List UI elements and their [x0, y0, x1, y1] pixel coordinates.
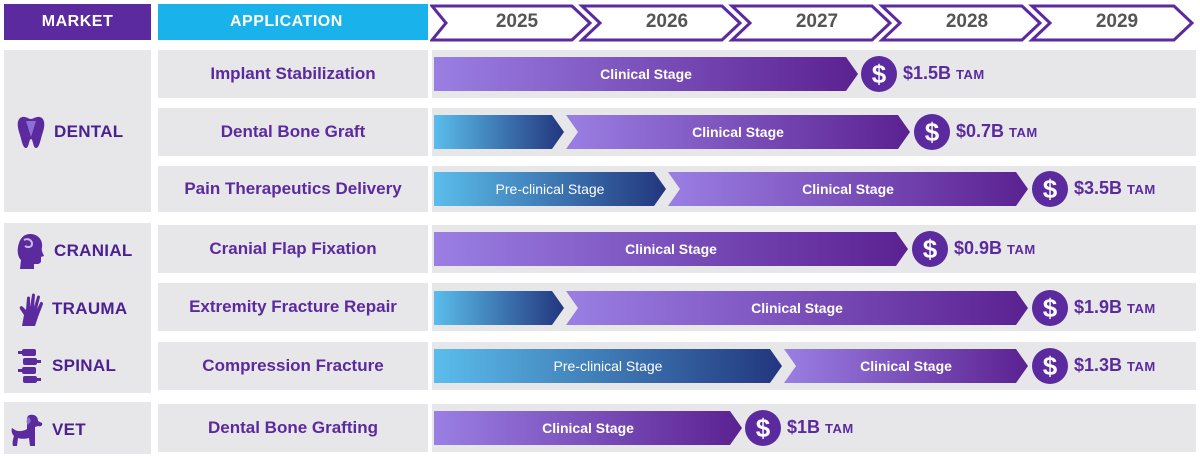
market-trauma: TRAUMA [16, 290, 127, 328]
year-label-2026: 2026 [645, 11, 689, 32]
market-spinal: SPINAL [16, 346, 116, 386]
market-label: VET [52, 420, 86, 439]
tam-amount: $1.3B [1074, 355, 1123, 375]
application-label: Dental Bone Graft [220, 122, 366, 141]
dollar-icon: $ [1032, 348, 1068, 384]
clinical-stage-arrow [566, 115, 910, 149]
tam-value: $0.7B TAM [956, 121, 1038, 142]
market-cranial: CRANIAL [16, 231, 133, 271]
dollar-icon: $ [745, 410, 781, 446]
tam-value: $0.9B TAM [954, 238, 1036, 259]
clinical-stage-arrow [434, 232, 908, 266]
year-label-2028: 2028 [945, 11, 989, 32]
application-row-extremity-fracture-repair: Extremity Fracture Repair [158, 283, 428, 331]
preclinical-stage-label: Pre-clinical Stage [553, 358, 663, 374]
preclinical-stage-arrow [434, 172, 666, 206]
clinical-stage-label: Clinical Stage [600, 66, 692, 82]
application-label: Pain Therapeutics Delivery [184, 179, 402, 198]
clinical-stage-label: Clinical Stage [692, 124, 784, 140]
preclinical-stage-label: Pre-clinical Stage [495, 181, 605, 197]
tam-unit: TAM [956, 67, 985, 82]
year-chevron [1028, 4, 1195, 42]
application-label: Dental Bone Grafting [207, 418, 378, 437]
tam-value: $1.9B TAM [1074, 297, 1156, 318]
tam-amount: $1.5B [903, 63, 952, 83]
tam-unit: TAM [825, 421, 854, 436]
clinical-stage-label: Clinical Stage [802, 181, 894, 197]
market-vet: VET [10, 410, 86, 450]
market-label: SPINAL [52, 356, 117, 375]
clinical-stage-label: Clinical Stage [542, 420, 634, 436]
clinical-stage-label: Clinical Stage [860, 358, 952, 374]
tam-amount: $0.7B [956, 121, 1005, 141]
tam-amount: $3.5B [1074, 178, 1123, 198]
application-label: Cranial Flap Fixation [209, 239, 377, 258]
year-label-2029: 2029 [1095, 11, 1139, 32]
year-label-2027: 2027 [795, 11, 839, 32]
market-label: DENTAL [54, 122, 124, 141]
application-header-label: APPLICATION [230, 13, 343, 30]
dollar-icon: $ [1032, 290, 1068, 326]
year-chevron [878, 4, 1043, 42]
dollar-icon: $ [861, 56, 897, 92]
market-label: CRANIAL [54, 241, 133, 260]
clinical-stage-label: Clinical Stage [625, 241, 717, 257]
tam-unit: TAM [1009, 125, 1038, 140]
tam-value: $1.3B TAM [1074, 355, 1156, 376]
clinical-stage-arrow [434, 411, 742, 445]
dollar-icon: $ [1032, 171, 1068, 207]
tam-value: $1B TAM [787, 417, 854, 438]
tam-amount: $1.9B [1074, 297, 1123, 317]
dollar-icon: $ [914, 114, 950, 150]
year-chevron [578, 4, 743, 42]
clinical-stage-arrow [566, 291, 1028, 325]
tam-amount: $1B [787, 417, 821, 437]
market-dental: DENTAL [16, 114, 123, 150]
application-row-cranial-flap-fixation: Cranial Flap Fixation [158, 225, 428, 273]
application-row-dental-bone-grafting: Dental Bone Grafting [158, 404, 428, 452]
tam-unit: TAM [1007, 242, 1036, 257]
clinical-stage-arrow [784, 349, 1028, 383]
clinical-stage-label: Clinical Stage [751, 300, 843, 316]
tam-unit: TAM [1127, 359, 1156, 374]
year-label-2025: 2025 [495, 11, 539, 32]
application-header: APPLICATION [158, 4, 428, 40]
market-header: MARKET [4, 4, 151, 40]
market-label: TRAUMA [52, 299, 128, 318]
timeline-header [430, 4, 1195, 42]
tam-value: $1.5B TAM [903, 63, 985, 84]
tam-unit: TAM [1127, 182, 1156, 197]
preclinical-stage-arrow [434, 349, 782, 383]
application-label: Extremity Fracture Repair [189, 297, 397, 316]
tam-amount: $0.9B [954, 238, 1003, 258]
tam-value: $3.5B TAM [1074, 178, 1156, 199]
head-profile-icon [17, 234, 44, 269]
preclinical-stage-arrow [434, 115, 564, 149]
application-row-implant-stabilization: Implant Stabilization [158, 50, 428, 98]
clinical-stage-arrow [434, 57, 858, 91]
preclinical-stage-arrow [434, 291, 564, 325]
dog-icon [11, 414, 43, 446]
hand-icon [19, 293, 43, 326]
application-row-compression-fracture: Compression Fracture [158, 342, 428, 390]
application-label: Implant Stabilization [210, 64, 376, 83]
tooth-icon [17, 116, 45, 148]
application-row-pain-therapeutics-delivery: Pain Therapeutics Delivery [158, 166, 428, 212]
spine-icon [18, 349, 41, 383]
year-chevron [430, 4, 593, 42]
clinical-stage-arrow [668, 172, 1028, 206]
application-row-dental-bone-graft: Dental Bone Graft [158, 108, 428, 156]
year-chevron [728, 4, 893, 42]
application-label: Compression Fracture [202, 356, 384, 375]
market-header-label: MARKET [41, 13, 114, 30]
dollar-icon: $ [912, 231, 948, 267]
tam-unit: TAM [1127, 301, 1156, 316]
